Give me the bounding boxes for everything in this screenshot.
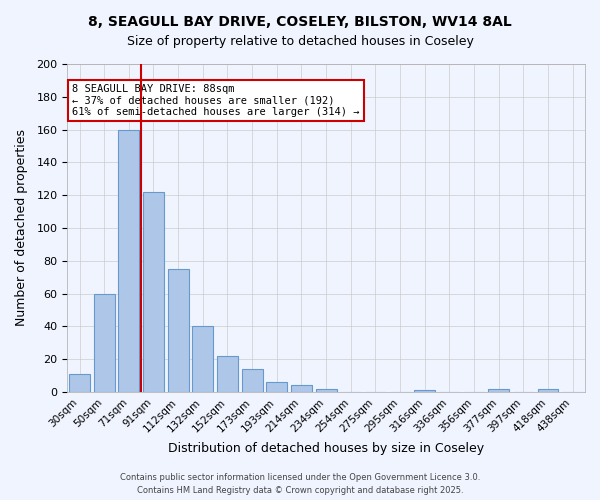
Text: 8, SEAGULL BAY DRIVE, COSELEY, BILSTON, WV14 8AL: 8, SEAGULL BAY DRIVE, COSELEY, BILSTON, … bbox=[88, 15, 512, 29]
Bar bbox=[291, 386, 312, 392]
Bar bbox=[143, 192, 164, 392]
Bar bbox=[266, 382, 287, 392]
Bar bbox=[538, 388, 559, 392]
Bar bbox=[167, 269, 188, 392]
Bar bbox=[94, 294, 115, 392]
Bar bbox=[118, 130, 139, 392]
Bar bbox=[69, 374, 90, 392]
Y-axis label: Number of detached properties: Number of detached properties bbox=[15, 130, 28, 326]
Bar bbox=[242, 369, 263, 392]
Bar bbox=[414, 390, 435, 392]
X-axis label: Distribution of detached houses by size in Coseley: Distribution of detached houses by size … bbox=[168, 442, 484, 455]
Text: 8 SEAGULL BAY DRIVE: 88sqm
← 37% of detached houses are smaller (192)
61% of sem: 8 SEAGULL BAY DRIVE: 88sqm ← 37% of deta… bbox=[73, 84, 360, 117]
Text: Contains public sector information licensed under the Open Government Licence 3.: Contains public sector information licen… bbox=[120, 474, 480, 482]
Text: Contains HM Land Registry data © Crown copyright and database right 2025.: Contains HM Land Registry data © Crown c… bbox=[137, 486, 463, 495]
Text: Size of property relative to detached houses in Coseley: Size of property relative to detached ho… bbox=[127, 35, 473, 48]
Bar bbox=[488, 388, 509, 392]
Bar bbox=[316, 388, 337, 392]
Bar bbox=[217, 356, 238, 392]
Bar bbox=[193, 326, 213, 392]
